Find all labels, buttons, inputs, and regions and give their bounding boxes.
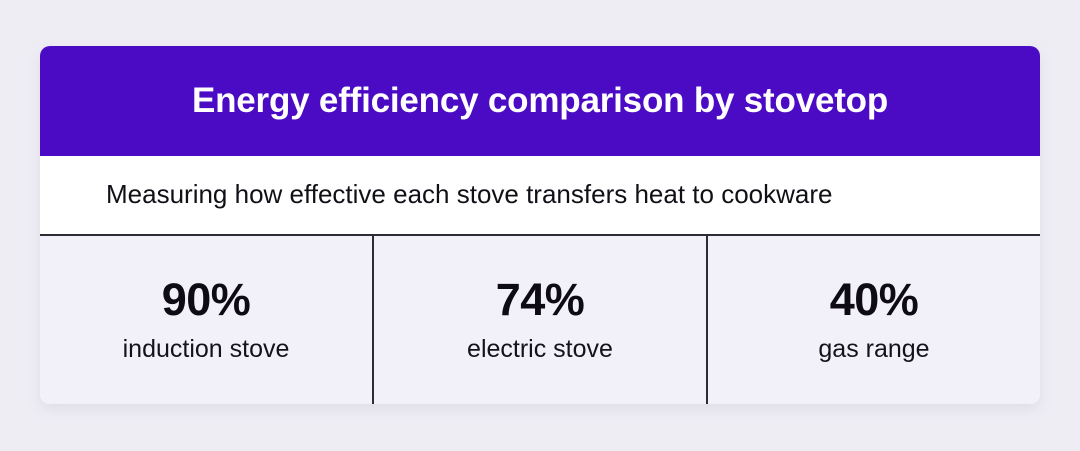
card-header: Energy efficiency comparison by stovetop: [40, 46, 1040, 156]
stat-value: 90%: [161, 273, 251, 325]
stat-value: 74%: [495, 273, 585, 325]
stat-card: Energy efficiency comparison by stovetop…: [40, 46, 1040, 404]
stat-value: 40%: [829, 273, 919, 325]
stat-label: induction stove: [122, 334, 290, 363]
stat-cell-electric-stove: 74% electric stove: [372, 236, 706, 404]
stats-row: 90% induction stove 74% electric stove 4…: [40, 236, 1040, 404]
stat-label: gas range: [818, 334, 930, 363]
card-subtitle-band: Measuring how effective each stove trans…: [40, 156, 1040, 236]
stat-label: electric stove: [467, 334, 613, 363]
stat-cell-gas-range: 40% gas range: [706, 236, 1040, 404]
page-title: Energy efficiency comparison by stovetop: [191, 80, 889, 120]
card-subtitle: Measuring how effective each stove trans…: [106, 179, 833, 210]
stat-cell-induction-stove: 90% induction stove: [40, 236, 372, 404]
